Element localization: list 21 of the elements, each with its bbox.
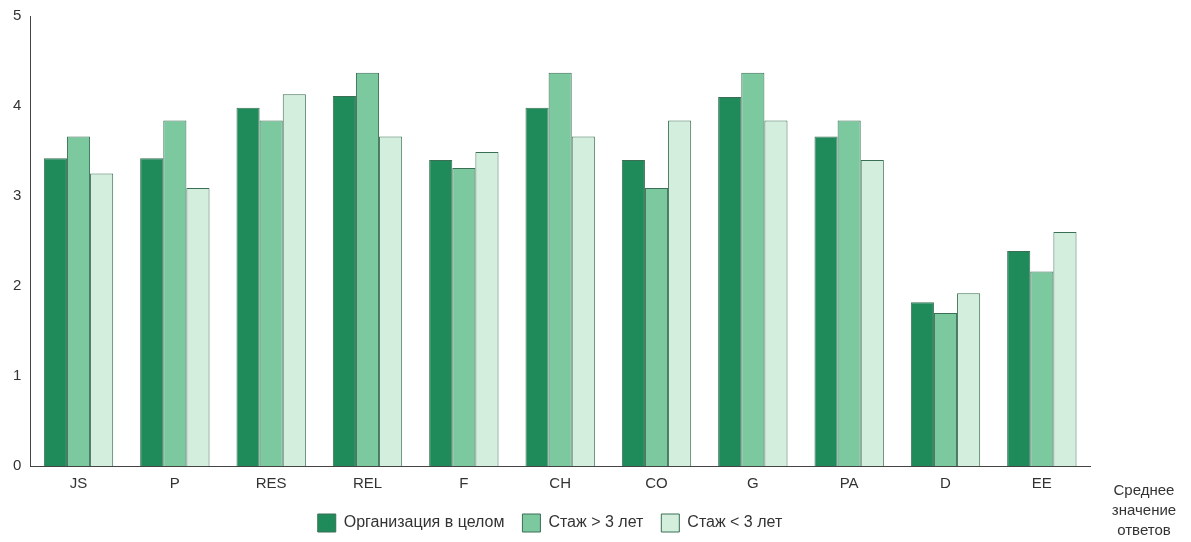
y-tick-label: 0 xyxy=(13,456,22,474)
x-tick-label: F xyxy=(459,474,469,492)
y-tick-label: 1 xyxy=(13,366,22,384)
x-tick-label: JS xyxy=(69,474,88,492)
legend-label: Организация в целом xyxy=(343,513,505,531)
x-tick-label: REL xyxy=(352,474,383,492)
x-tick-label: G xyxy=(747,474,759,492)
legend-label: Стаж < 3 лет xyxy=(687,513,783,531)
y-tick-label: 3 xyxy=(13,186,22,204)
x-axis-title: Среднее значение ответов xyxy=(1110,480,1178,540)
x-tick-label: PA xyxy=(839,474,859,492)
x-tick-label: CH xyxy=(549,474,572,492)
x-tick-label: RES xyxy=(255,474,287,492)
y-tick-label: 4 xyxy=(13,96,22,114)
x-tick-label: D xyxy=(940,474,952,492)
legend-label: Стаж > 3 лет xyxy=(548,513,644,531)
x-tick-label: EE xyxy=(1031,474,1052,492)
x-tick-label: P xyxy=(169,474,180,492)
y-tick-label: 2 xyxy=(13,276,22,294)
y-tick-label: 5 xyxy=(13,6,22,24)
x-tick-label: CO xyxy=(645,474,668,492)
